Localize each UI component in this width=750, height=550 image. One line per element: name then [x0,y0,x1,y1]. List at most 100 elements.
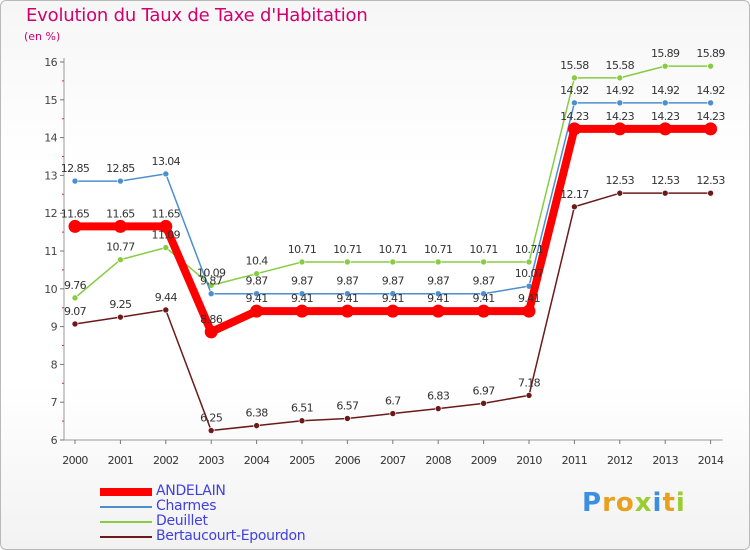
series-point-0 [477,304,491,318]
series-point-2 [344,258,351,266]
series-point-2 [707,62,714,70]
data-label: 11.65 [61,207,90,220]
logo-letter: x [634,488,653,518]
data-label: 9.87 [473,275,496,288]
legend-label: ANDELAIN [156,483,226,499]
data-label: 9.41 [382,292,404,305]
series-point-0 [704,122,718,136]
x-tick-label: 2000 [62,454,88,467]
y-tick-label: 14 [44,132,57,145]
legend-swatch-charmes [100,506,152,508]
data-label: 9.41 [427,292,449,305]
data-label: 9.44 [155,291,178,304]
data-label: 10.71 [379,243,408,256]
series-point-2 [298,258,306,266]
data-label: 9.87 [291,275,314,288]
series-point-0 [567,122,581,136]
series-point-1 [480,290,487,298]
x-tick-label: 2011 [562,454,588,467]
data-label: 14.92 [696,84,725,97]
data-label: 7.18 [518,376,541,389]
series-point-3 [525,392,533,399]
data-label: 10.4 [246,255,269,268]
logo-letter: P [582,488,603,518]
data-label: 9.41 [518,292,540,305]
series-point-2 [571,74,578,82]
data-label: 11.65 [152,207,181,220]
x-tick-label: 2006 [335,454,361,467]
data-label: 15.89 [651,47,680,60]
unit-label: (en %) [24,30,61,43]
series-point-3 [571,203,578,211]
data-label: 10.71 [288,243,317,256]
series-point-0 [113,219,127,233]
logo-letter: r [602,488,616,518]
x-tick-label: 2014 [698,454,724,467]
data-label: 6.7 [385,395,401,408]
data-label: 6.38 [246,407,269,420]
series-point-2 [661,62,669,70]
legend-swatch-deuillet [100,521,152,523]
data-label: 9.41 [291,292,313,305]
data-label: 10.71 [515,243,544,256]
series-point-3 [616,189,624,197]
series-point-2 [117,256,124,263]
data-label: 14.23 [651,110,680,123]
series-point-0 [159,219,173,233]
legend-label: Deuillet [156,513,208,529]
y-tick-label: 13 [44,169,57,182]
data-label: 12.85 [61,162,90,175]
data-label: 15.58 [606,59,635,72]
data-label: 6.25 [200,412,223,425]
series-point-1 [117,177,124,185]
data-label: 10.71 [424,243,453,256]
legend-swatch-bertaucourt-epourdon [100,536,152,538]
series-point-3 [162,306,170,314]
chart-title: Evolution du Taux de Taxe d'Habitation [26,5,368,26]
data-label: 15.89 [696,47,725,60]
data-label: 6.51 [291,402,313,415]
data-label: 9.41 [336,292,358,305]
x-tick-label: 2005 [289,454,315,467]
data-label: 12.17 [560,188,589,201]
y-tick-label: 16 [44,56,57,69]
data-label: 9.87 [246,275,269,288]
x-tick-label: 2013 [652,454,678,467]
series-point-3 [389,410,397,417]
series-point-2 [480,258,487,266]
logo-letter: t [662,488,676,518]
data-label: 10.71 [469,243,498,256]
legend-swatch-andelain [100,488,152,496]
x-tick-label: 2010 [516,454,542,467]
x-tick-label: 2012 [607,454,633,467]
series-point-0 [68,219,82,233]
y-tick-label: 15 [44,94,57,107]
logo-letter: i [675,488,686,518]
data-label: 13.04 [152,155,181,168]
x-tick-label: 2004 [244,454,270,467]
series-point-2 [525,258,533,266]
x-tick-label: 2009 [471,454,497,467]
y-tick-label: 9 [51,321,58,334]
data-label: 10.07 [515,267,544,280]
series-point-1 [661,99,669,107]
data-label: 14.23 [560,110,589,123]
series-point-0 [613,122,627,136]
series-point-3 [253,422,260,429]
proxiti-logo: Proxiti [582,488,686,518]
data-label: 6.97 [473,384,496,397]
data-label: 12.85 [106,162,135,175]
data-label: 14.92 [606,84,635,97]
data-label: 12.53 [651,174,680,187]
y-tick-label: 12 [44,207,57,220]
data-label: 9.25 [109,298,132,311]
data-label: 10.09 [197,266,226,279]
series-point-1 [616,99,624,107]
series-point-3 [344,415,351,422]
data-label: 9.87 [427,275,450,288]
x-tick-label: 2008 [425,454,451,467]
series-point-1 [571,99,578,107]
series-point-1 [298,290,306,298]
